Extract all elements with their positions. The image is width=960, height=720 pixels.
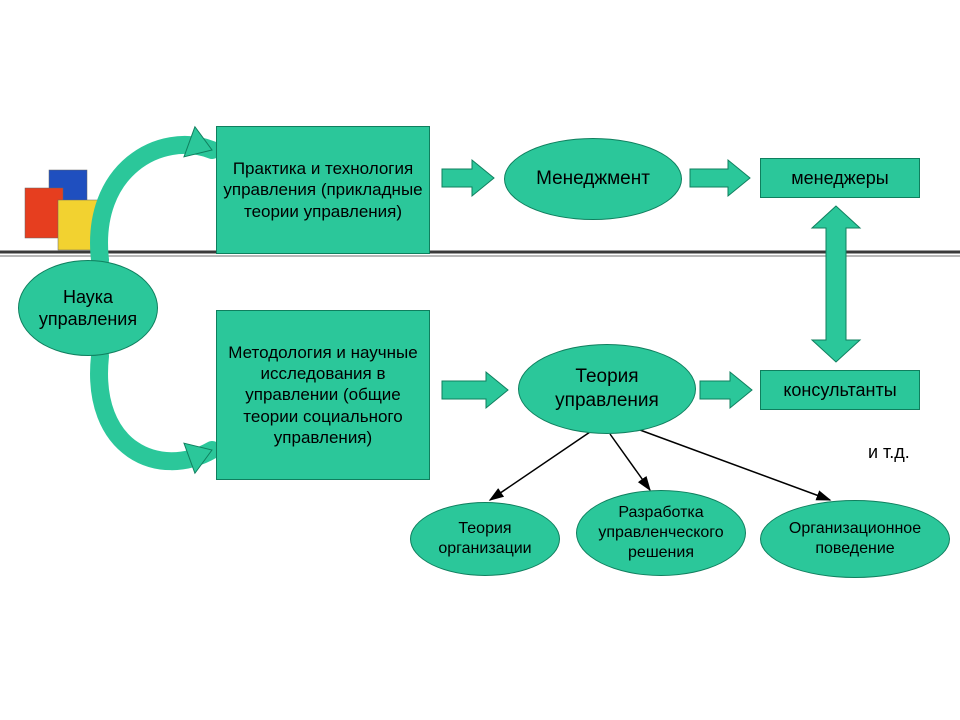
node-label: Наука управления	[25, 286, 151, 331]
node-organization-theory: Теория организации	[410, 502, 560, 576]
arrow-management-to-managers	[690, 160, 750, 196]
node-label: консультанты	[783, 379, 896, 402]
node-label: Организационное поведение	[767, 519, 943, 559]
node-label: Менеджмент	[536, 167, 650, 191]
node-science-of-management: Наука управления	[18, 260, 158, 356]
node-managers: менеджеры	[760, 158, 920, 198]
node-theory-of-management: Теория управления	[518, 344, 696, 434]
svg-overlay	[0, 0, 960, 720]
node-organizational-behavior: Организационное поведение	[760, 500, 950, 578]
node-label: Практика и технология управления (прикла…	[223, 158, 423, 222]
node-label: Методология и научные исследования в упр…	[223, 342, 423, 448]
arrow-managers-consultants	[812, 206, 860, 362]
arrow-methodology-to-theory	[442, 372, 508, 408]
node-label: Теория организации	[417, 519, 553, 559]
node-label: Теория управления	[525, 365, 689, 413]
node-decision-development: Разработка управленческого решения	[576, 490, 746, 576]
etc-text: и т.д.	[868, 442, 910, 462]
node-management: Менеджмент	[504, 138, 682, 220]
node-practice-technology: Практика и технология управления (прикла…	[216, 126, 430, 254]
thin-theory-to-decision	[610, 434, 650, 490]
thin-theory-to-orgtheory	[490, 432, 590, 500]
node-consultants: консультанты	[760, 370, 920, 410]
curve-science-to-methodology	[99, 356, 212, 473]
curve-science-to-practice	[99, 127, 212, 260]
etc-label: и т.д.	[868, 442, 910, 463]
node-methodology-research: Методология и научные исследования в упр…	[216, 310, 430, 480]
diagram-canvas: Наука управления Практика и технология у…	[0, 0, 960, 720]
arrow-practice-to-management	[442, 160, 494, 196]
arrow-theory-to-consultants	[700, 372, 752, 408]
node-label: менеджеры	[791, 167, 888, 190]
node-label: Разработка управленческого решения	[583, 503, 739, 563]
